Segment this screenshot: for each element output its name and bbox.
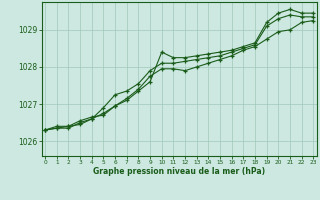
X-axis label: Graphe pression niveau de la mer (hPa): Graphe pression niveau de la mer (hPa) bbox=[93, 167, 265, 176]
